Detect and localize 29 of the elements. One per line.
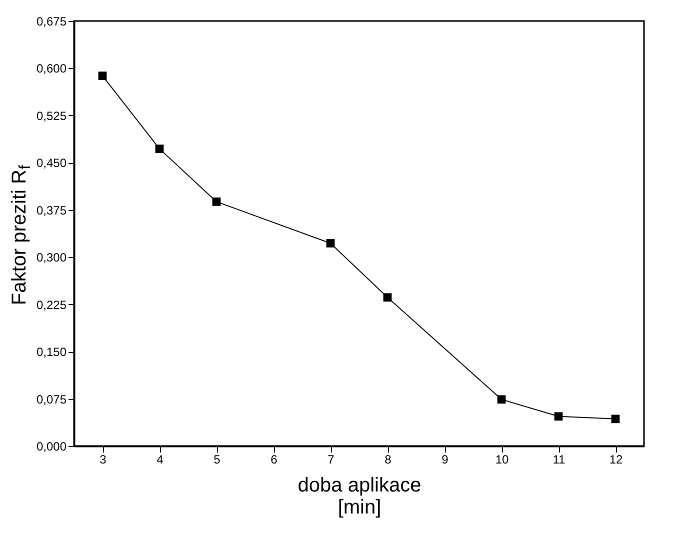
point (326, 239, 335, 248)
x-tick-label: 12 (609, 452, 623, 466)
point (155, 144, 164, 153)
y-tick-label: 0,300 (36, 250, 67, 265)
x-axis-title: doba aplikace [min] (298, 474, 422, 518)
y-tick-label: 0,525 (36, 108, 67, 123)
y-tick-label: 0,450 (36, 156, 67, 170)
y-tick-label: 0,600 (36, 62, 67, 76)
y-tick-label: 0,225 (36, 298, 67, 312)
x-tick-label: 6 (270, 452, 278, 466)
point (554, 412, 563, 421)
x-tick-label: 7 (328, 452, 335, 466)
point (212, 198, 221, 206)
point (98, 72, 107, 80)
y-tick-label: 0,375 (36, 203, 67, 218)
y-tick-label: 0,150 (36, 345, 67, 360)
y-tick-label: 0,075 (36, 392, 67, 406)
x-tick-label: 3 (100, 452, 107, 466)
point (497, 395, 506, 404)
y-tick-label: 0,000 (36, 440, 67, 454)
x-tick-label: 5 (214, 452, 221, 466)
x-tick-label: 11 (552, 452, 566, 466)
point (611, 414, 620, 424)
point (383, 293, 392, 302)
x-tick-label: 9 (442, 452, 449, 466)
x-tick-label: 4 (156, 452, 164, 466)
y-tick-label: 0,675 (36, 14, 67, 28)
x-tick-label: 10 (495, 452, 509, 466)
x-tick-label: 8 (384, 452, 392, 466)
